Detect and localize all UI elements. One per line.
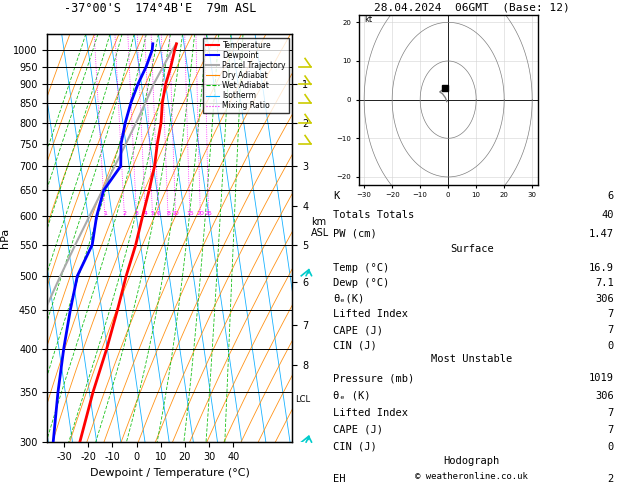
Text: kt: kt: [364, 16, 372, 24]
Text: K: K: [333, 191, 339, 201]
Text: 6: 6: [157, 211, 160, 216]
Text: 7: 7: [608, 407, 614, 417]
Text: 10: 10: [172, 211, 179, 216]
Text: CAPE (J): CAPE (J): [333, 425, 383, 434]
Text: Temp (°C): Temp (°C): [333, 262, 389, 273]
Text: 3: 3: [135, 211, 138, 216]
Text: θₑ(K): θₑ(K): [333, 294, 364, 304]
Text: Lifted Index: Lifted Index: [333, 407, 408, 417]
Text: 5: 5: [151, 211, 155, 216]
Text: 40: 40: [601, 210, 614, 220]
Text: CIN (J): CIN (J): [333, 341, 377, 351]
Text: 1019: 1019: [589, 373, 614, 383]
Text: 2: 2: [123, 211, 126, 216]
Text: © weatheronline.co.uk: © weatheronline.co.uk: [415, 472, 528, 481]
Text: 7.1: 7.1: [595, 278, 614, 288]
Text: 7: 7: [608, 425, 614, 434]
Text: PW (cm): PW (cm): [333, 228, 377, 239]
Text: θₑ (K): θₑ (K): [333, 391, 370, 400]
Text: 7: 7: [608, 325, 614, 335]
Text: Surface: Surface: [450, 244, 494, 254]
X-axis label: Dewpoint / Temperature (°C): Dewpoint / Temperature (°C): [90, 468, 250, 478]
Text: 1.47: 1.47: [589, 228, 614, 239]
Text: 4: 4: [143, 211, 147, 216]
Text: 1: 1: [103, 211, 107, 216]
Text: 0: 0: [608, 441, 614, 451]
Text: Lifted Index: Lifted Index: [333, 310, 408, 319]
Text: LCL: LCL: [295, 395, 310, 404]
Text: 7: 7: [608, 310, 614, 319]
Text: Dewp (°C): Dewp (°C): [333, 278, 389, 288]
Text: Hodograph: Hodograph: [443, 456, 500, 466]
Text: CAPE (J): CAPE (J): [333, 325, 383, 335]
Text: 15: 15: [186, 211, 194, 216]
Text: 20: 20: [196, 211, 204, 216]
Text: -37°00'S  174°4B'E  79m ASL: -37°00'S 174°4B'E 79m ASL: [64, 2, 257, 16]
Text: Totals Totals: Totals Totals: [333, 210, 414, 220]
Text: 6: 6: [608, 191, 614, 201]
Text: 28.04.2024  06GMT  (Base: 12): 28.04.2024 06GMT (Base: 12): [374, 2, 570, 13]
Text: 16.9: 16.9: [589, 262, 614, 273]
Text: 306: 306: [595, 391, 614, 400]
Text: CIN (J): CIN (J): [333, 441, 377, 451]
Text: 2: 2: [608, 474, 614, 485]
Text: 8: 8: [166, 211, 170, 216]
Legend: Temperature, Dewpoint, Parcel Trajectory, Dry Adiabat, Wet Adiabat, Isotherm, Mi: Temperature, Dewpoint, Parcel Trajectory…: [203, 38, 289, 113]
Text: EH: EH: [333, 474, 345, 485]
Text: Pressure (mb): Pressure (mb): [333, 373, 414, 383]
Text: 306: 306: [595, 294, 614, 304]
Y-axis label: hPa: hPa: [0, 228, 10, 248]
Text: 25: 25: [204, 211, 213, 216]
Y-axis label: km
ASL: km ASL: [311, 217, 330, 238]
Text: Most Unstable: Most Unstable: [431, 354, 513, 364]
Text: 0: 0: [608, 341, 614, 351]
